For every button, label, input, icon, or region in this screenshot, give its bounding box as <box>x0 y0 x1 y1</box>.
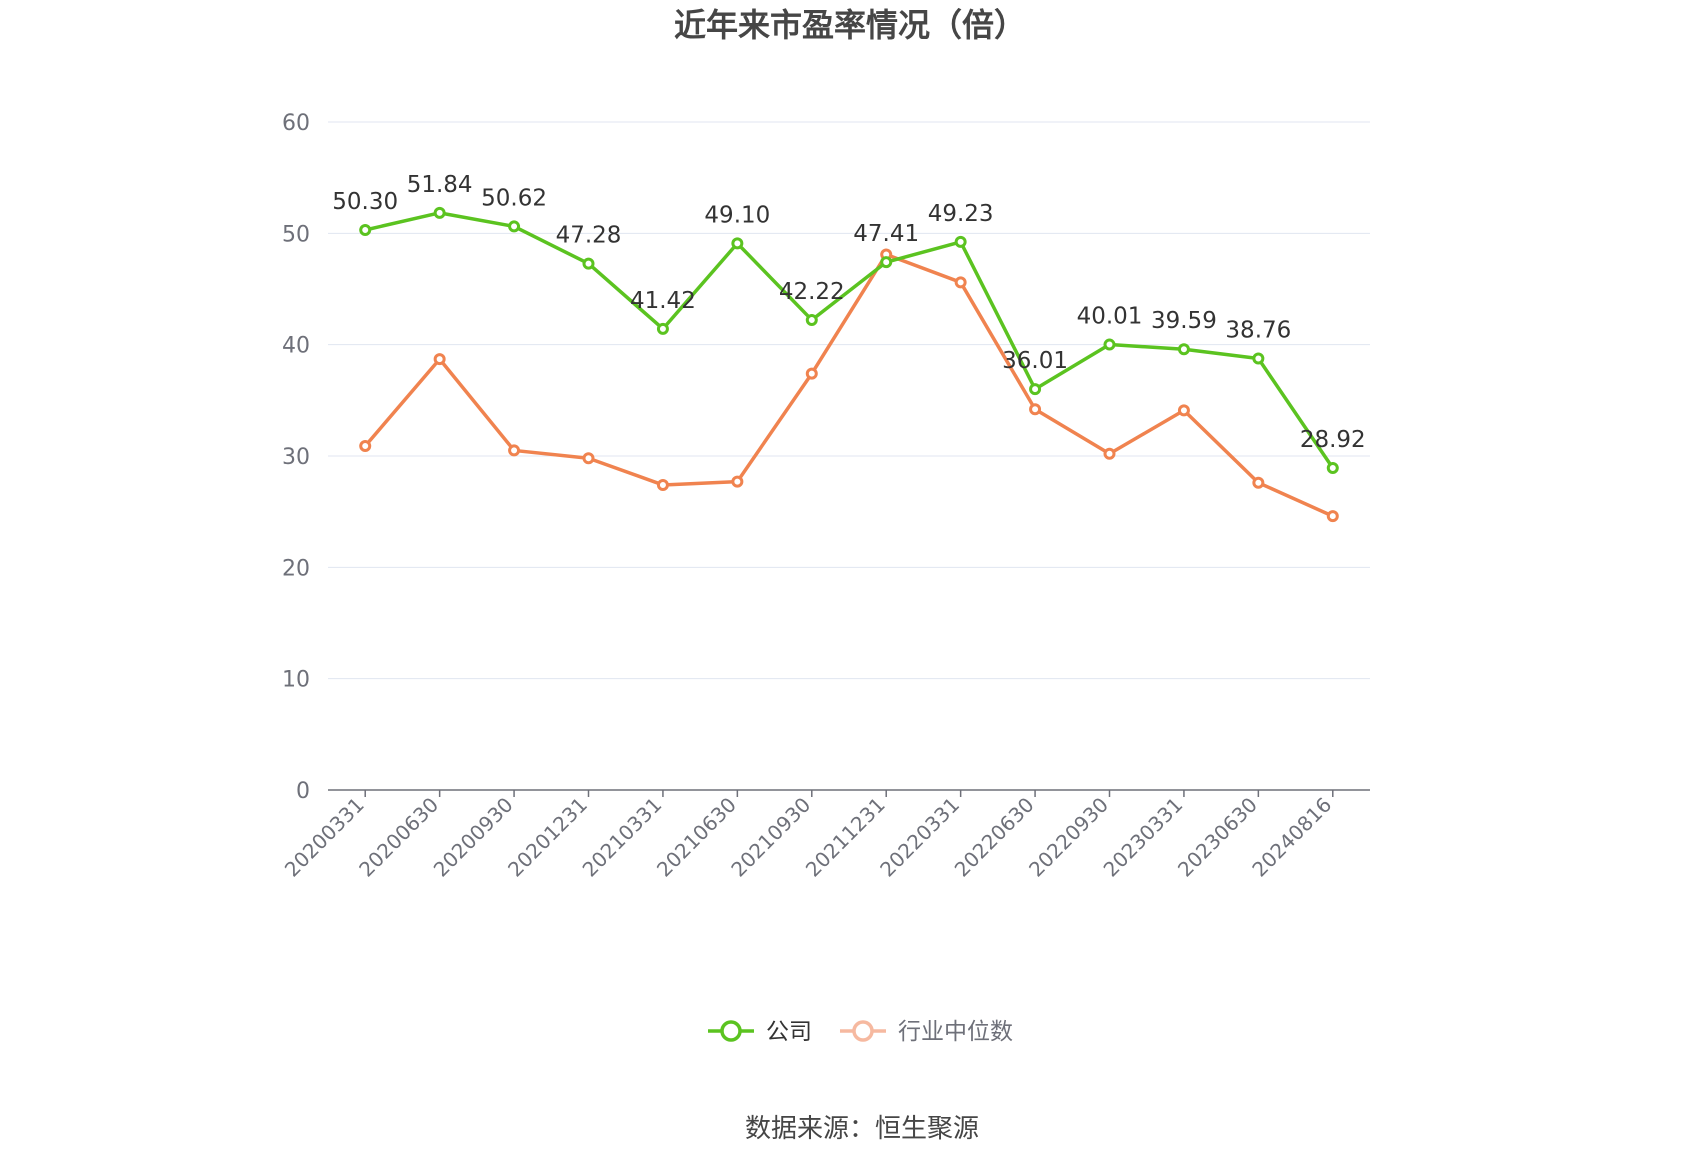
data-point-industry <box>731 475 744 488</box>
data-label: 51.84 <box>407 172 473 198</box>
y-tick-label: 30 <box>282 445 310 470</box>
legend-marker <box>720 1020 742 1042</box>
y-tick-label: 10 <box>282 668 310 693</box>
x-tick-label: 20240816 <box>1247 793 1336 882</box>
x-tick-label: 20230630 <box>1173 793 1262 882</box>
y-tick-label: 40 <box>282 334 310 359</box>
series-layer <box>359 206 1339 523</box>
x-tick-label: 20200331 <box>280 793 369 882</box>
data-point-industry <box>805 367 818 380</box>
data-labels: 50.30 51.84 50.62 47.28 41.42 49.10 42.22 47.41… <box>332 172 1365 453</box>
data-point-industry <box>433 353 446 366</box>
x-tick-label: 20220930 <box>1024 793 1113 882</box>
y-tick-label: 0 <box>296 779 310 804</box>
grid-lines <box>328 121 1370 680</box>
data-point-company <box>954 235 967 248</box>
series-line-industry <box>363 252 1334 518</box>
data-point-industry <box>656 478 669 491</box>
data-point-company <box>1252 352 1265 365</box>
data-label: 49.23 <box>928 201 994 227</box>
x-tick-label: 20201231 <box>503 793 592 882</box>
data-point-company <box>582 257 595 270</box>
data-point-industry <box>582 452 595 465</box>
data-label: 36.01 <box>1002 348 1068 374</box>
data-point-company <box>805 313 818 326</box>
legend-label: 公司 <box>766 1019 812 1045</box>
data-point-industry <box>359 439 372 452</box>
x-tick-label: 20220630 <box>950 793 1039 882</box>
data-label: 40.01 <box>1077 304 1143 330</box>
legend-label: 行业中位数 <box>898 1019 1013 1045</box>
data-point-company <box>508 220 521 233</box>
data-point-industry <box>1326 510 1339 523</box>
x-tick-label: 20230331 <box>1099 793 1188 882</box>
axes: 0102030405060202003312020063020200930202… <box>280 111 1370 882</box>
y-tick-label: 60 <box>282 111 310 136</box>
data-label: 50.30 <box>332 189 398 215</box>
data-point-company <box>1103 338 1116 351</box>
data-point-industry <box>508 444 521 457</box>
data-label: 38.76 <box>1225 317 1291 343</box>
data-point-company <box>656 322 669 335</box>
data-label: 49.10 <box>704 202 770 228</box>
x-tick-label: 20210930 <box>726 793 815 882</box>
legend-item-company: 公司 <box>708 1019 812 1045</box>
data-point-industry <box>1029 403 1042 416</box>
data-point-company <box>880 256 893 269</box>
data-point-industry <box>1252 476 1265 489</box>
data-point-industry <box>1103 447 1116 460</box>
data-label: 28.92 <box>1300 427 1366 453</box>
data-point-industry <box>1177 404 1190 417</box>
x-tick-label: 20210630 <box>652 793 741 882</box>
x-tick-label: 20211231 <box>801 793 890 882</box>
data-point-company <box>1326 462 1339 475</box>
data-point-company <box>1029 383 1042 396</box>
data-point-company <box>1177 343 1190 356</box>
data-label: 47.41 <box>853 221 919 247</box>
legend: 公司 行业中位数 <box>708 1019 1013 1045</box>
data-label: 39.59 <box>1151 308 1217 334</box>
x-tick-label: 20200630 <box>354 793 443 882</box>
data-label: 42.22 <box>779 279 845 305</box>
y-tick-label: 20 <box>282 556 310 581</box>
chart-title: 近年来市盈率情况（倍） <box>674 6 1026 44</box>
x-tick-label: 20210331 <box>578 793 667 882</box>
data-point-company <box>359 223 372 236</box>
x-tick-label: 20200930 <box>429 793 518 882</box>
data-point-industry <box>954 276 967 289</box>
data-label: 41.42 <box>630 288 696 314</box>
series-line-company <box>364 211 1335 470</box>
legend-marker <box>852 1020 874 1042</box>
data-label: 47.28 <box>556 223 622 249</box>
y-tick-label: 50 <box>282 222 310 247</box>
x-tick-label: 20220331 <box>875 793 964 882</box>
data-source: 数据来源：恒生聚源 <box>745 1114 979 1144</box>
data-label: 50.62 <box>481 185 547 211</box>
data-point-company <box>731 237 744 250</box>
legend-item-industry: 行业中位数 <box>840 1019 1013 1045</box>
data-point-company <box>433 206 446 219</box>
